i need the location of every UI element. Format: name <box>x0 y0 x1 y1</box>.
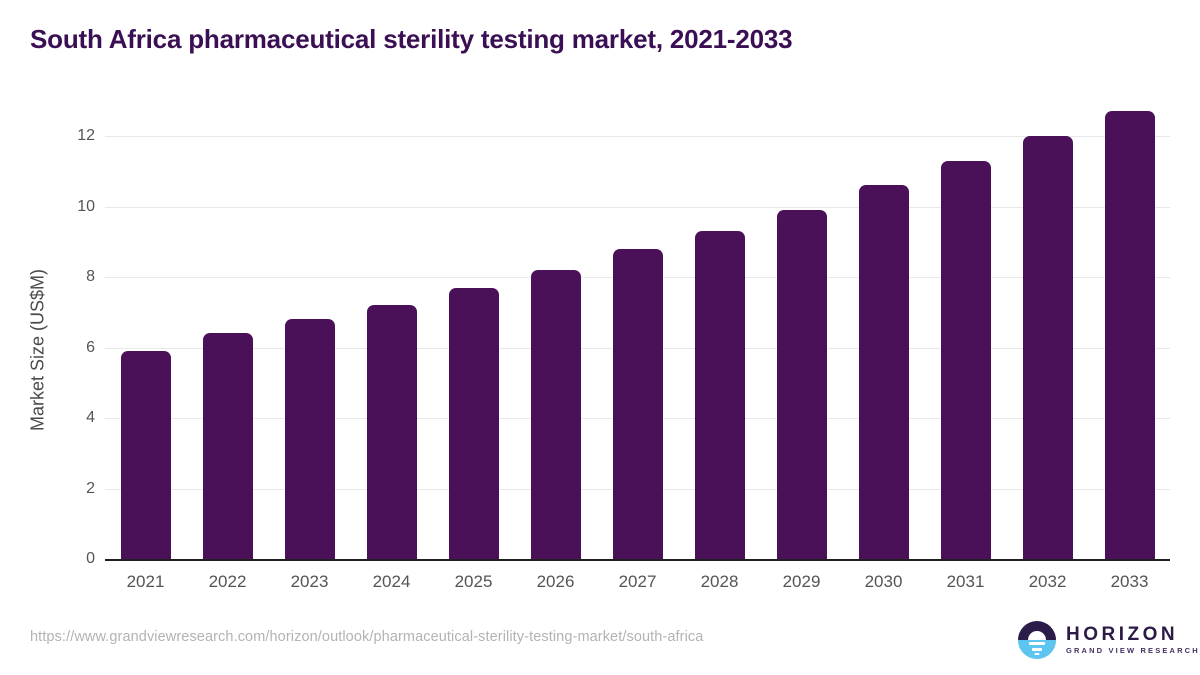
logo-brand: HORIZON <box>1066 624 1179 646</box>
x-tick-label-2028: 2028 <box>700 572 739 591</box>
x-tick-label-2025: 2025 <box>454 572 493 591</box>
bar-2024[interactable] <box>366 305 417 559</box>
horizon-logo[interactable]: HORIZON GRAND VIEW RESEARCH <box>1018 621 1200 659</box>
x-tick-label-2029: 2029 <box>782 572 821 591</box>
water-half-shape <box>1018 640 1056 659</box>
gridline <box>105 136 1170 137</box>
bar-2033[interactable] <box>1104 111 1155 559</box>
x-tick-label-2033: 2033 <box>1110 572 1149 591</box>
y-tick-label: 6 <box>86 338 95 356</box>
bar-2031[interactable] <box>940 160 991 559</box>
x-tick-label-2022: 2022 <box>208 572 247 591</box>
y-axis: 0 2 4 6 8 10 12 <box>0 96 95 567</box>
y-tick-label: 12 <box>77 127 95 144</box>
bar-2032[interactable] <box>1022 136 1073 559</box>
x-tick-label-2021: 2021 <box>126 572 165 591</box>
bar-2022[interactable] <box>202 333 253 559</box>
wave-line <box>1034 653 1040 655</box>
bar-2026[interactable] <box>530 269 581 559</box>
x-tick-label-2026: 2026 <box>536 572 575 591</box>
y-tick-label: 0 <box>86 550 95 567</box>
bar-2023[interactable] <box>284 319 335 559</box>
logo-text-block: HORIZON GRAND VIEW RESEARCH <box>1066 625 1200 655</box>
x-tick-label-2024: 2024 <box>372 572 411 591</box>
x-tick-label-2023: 2023 <box>290 572 329 591</box>
chart-title: South Africa pharmaceutical sterility te… <box>30 24 793 54</box>
source-url: https://www.grandviewresearch.com/horizo… <box>30 629 704 645</box>
x-tick-label-2032: 2032 <box>1028 572 1067 591</box>
y-tick-label: 2 <box>86 479 95 497</box>
y-tick-label: 4 <box>86 409 95 426</box>
y-tick-label: 8 <box>86 268 95 285</box>
x-tick-label-2031: 2031 <box>946 572 985 591</box>
bar-2030[interactable] <box>858 185 909 559</box>
wave-line <box>1029 642 1045 645</box>
bar-2029[interactable] <box>776 210 827 559</box>
bar-2025[interactable] <box>448 287 499 559</box>
bar-2027[interactable] <box>612 248 663 559</box>
plot-area: 2021 2022 2023 2024 2025 2026 2027 2028 2029 2030… <box>105 96 1170 591</box>
bar-2028[interactable] <box>694 231 745 559</box>
x-tick-label-2030: 2030 <box>864 572 903 591</box>
y-tick-label: 10 <box>77 197 95 215</box>
gridline <box>105 206 1170 208</box>
wave-line <box>1032 648 1042 651</box>
logo-subbrand: GRAND VIEW RESEARCH <box>1066 646 1200 656</box>
horizon-sun-icon <box>1018 621 1056 659</box>
x-tick-label-2027: 2027 <box>618 572 657 591</box>
bar-2021[interactable] <box>120 351 171 559</box>
